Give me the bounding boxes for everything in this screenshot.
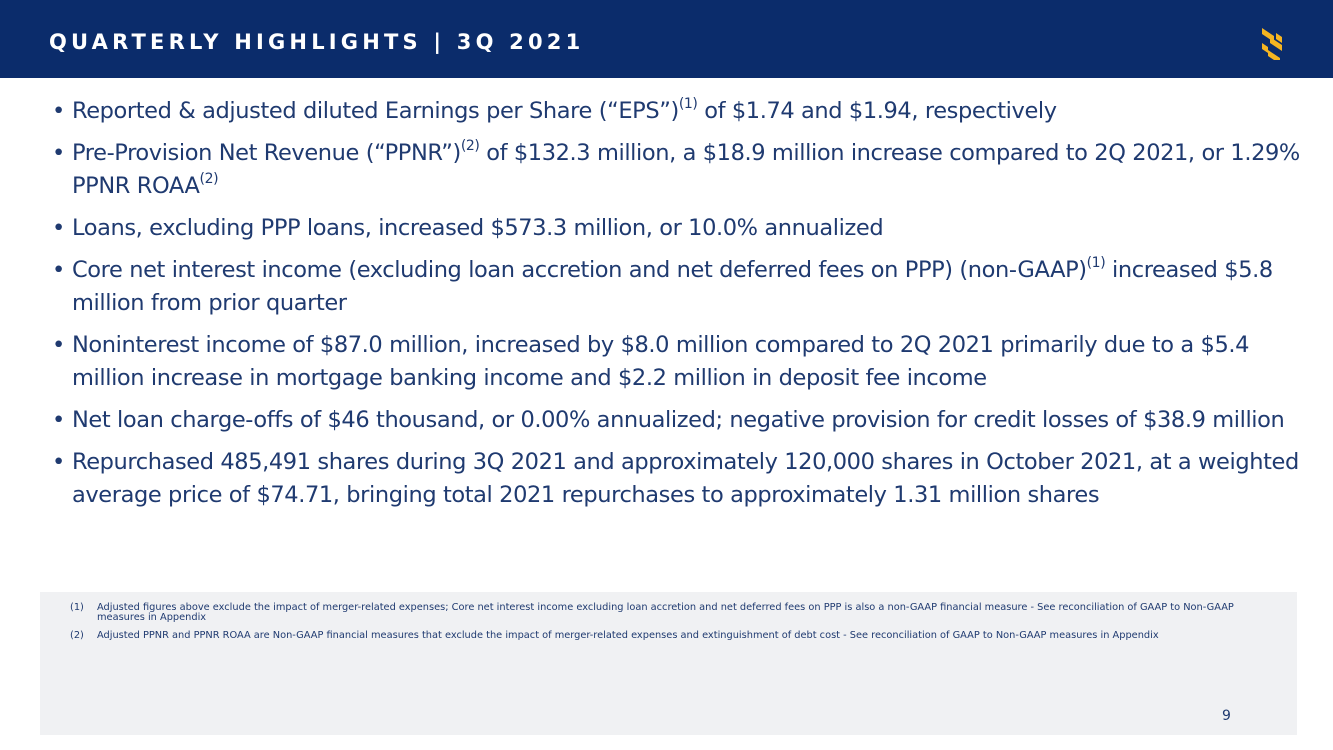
footnote-number: (2) <box>70 630 84 641</box>
bullet-marker: • <box>52 215 65 241</box>
footnote-text: Adjusted figures above exclude the impac… <box>97 602 1234 623</box>
highlight-ppnr: • Pre-Provision Net Revenue (“PPNR”)(2) … <box>52 137 1300 200</box>
highlight-noninterest-income: • Noninterest income of $87.0 million, i… <box>52 329 1302 395</box>
s-logo-icon <box>1262 28 1282 60</box>
highlight-eps: • Reported & adjusted diluted Earnings p… <box>52 95 1302 128</box>
highlights-list: • Reported & adjusted diluted Earnings p… <box>52 95 1302 521</box>
page-number: 9 <box>1222 708 1231 724</box>
footnote-number: (1) <box>70 602 84 613</box>
footnotes-panel: (1) Adjusted figures above exclude the i… <box>40 592 1297 735</box>
bullet-marker: • <box>52 449 65 475</box>
footnote-text: Adjusted PPNR and PPNR ROAA are Non-GAAP… <box>97 630 1159 641</box>
footnote-1: (1) Adjusted figures above exclude the i… <box>70 603 1265 623</box>
highlight-core-nii: • Core net interest income (excluding lo… <box>52 254 1273 317</box>
bullet-marker: • <box>52 407 65 433</box>
footnote-2: (2) Adjusted PPNR and PPNR ROAA are Non-… <box>70 631 1265 641</box>
page-title: QUARTERLY HIGHLIGHTS | 3Q 2021 <box>49 30 585 54</box>
bullet-marker: • <box>52 140 65 166</box>
highlight-repurchases: • Repurchased 485,491 shares during 3Q 2… <box>52 446 1302 512</box>
highlight-loans: • Loans, excluding PPP loans, increased … <box>52 212 1302 245</box>
header-bar: QUARTERLY HIGHLIGHTS | 3Q 2021 <box>0 0 1333 78</box>
bullet-marker: • <box>52 98 65 124</box>
highlight-charge-offs: • Net loan charge-offs of $46 thousand, … <box>52 404 1302 437</box>
bullet-marker: • <box>52 332 65 358</box>
bullet-marker: • <box>52 257 65 283</box>
